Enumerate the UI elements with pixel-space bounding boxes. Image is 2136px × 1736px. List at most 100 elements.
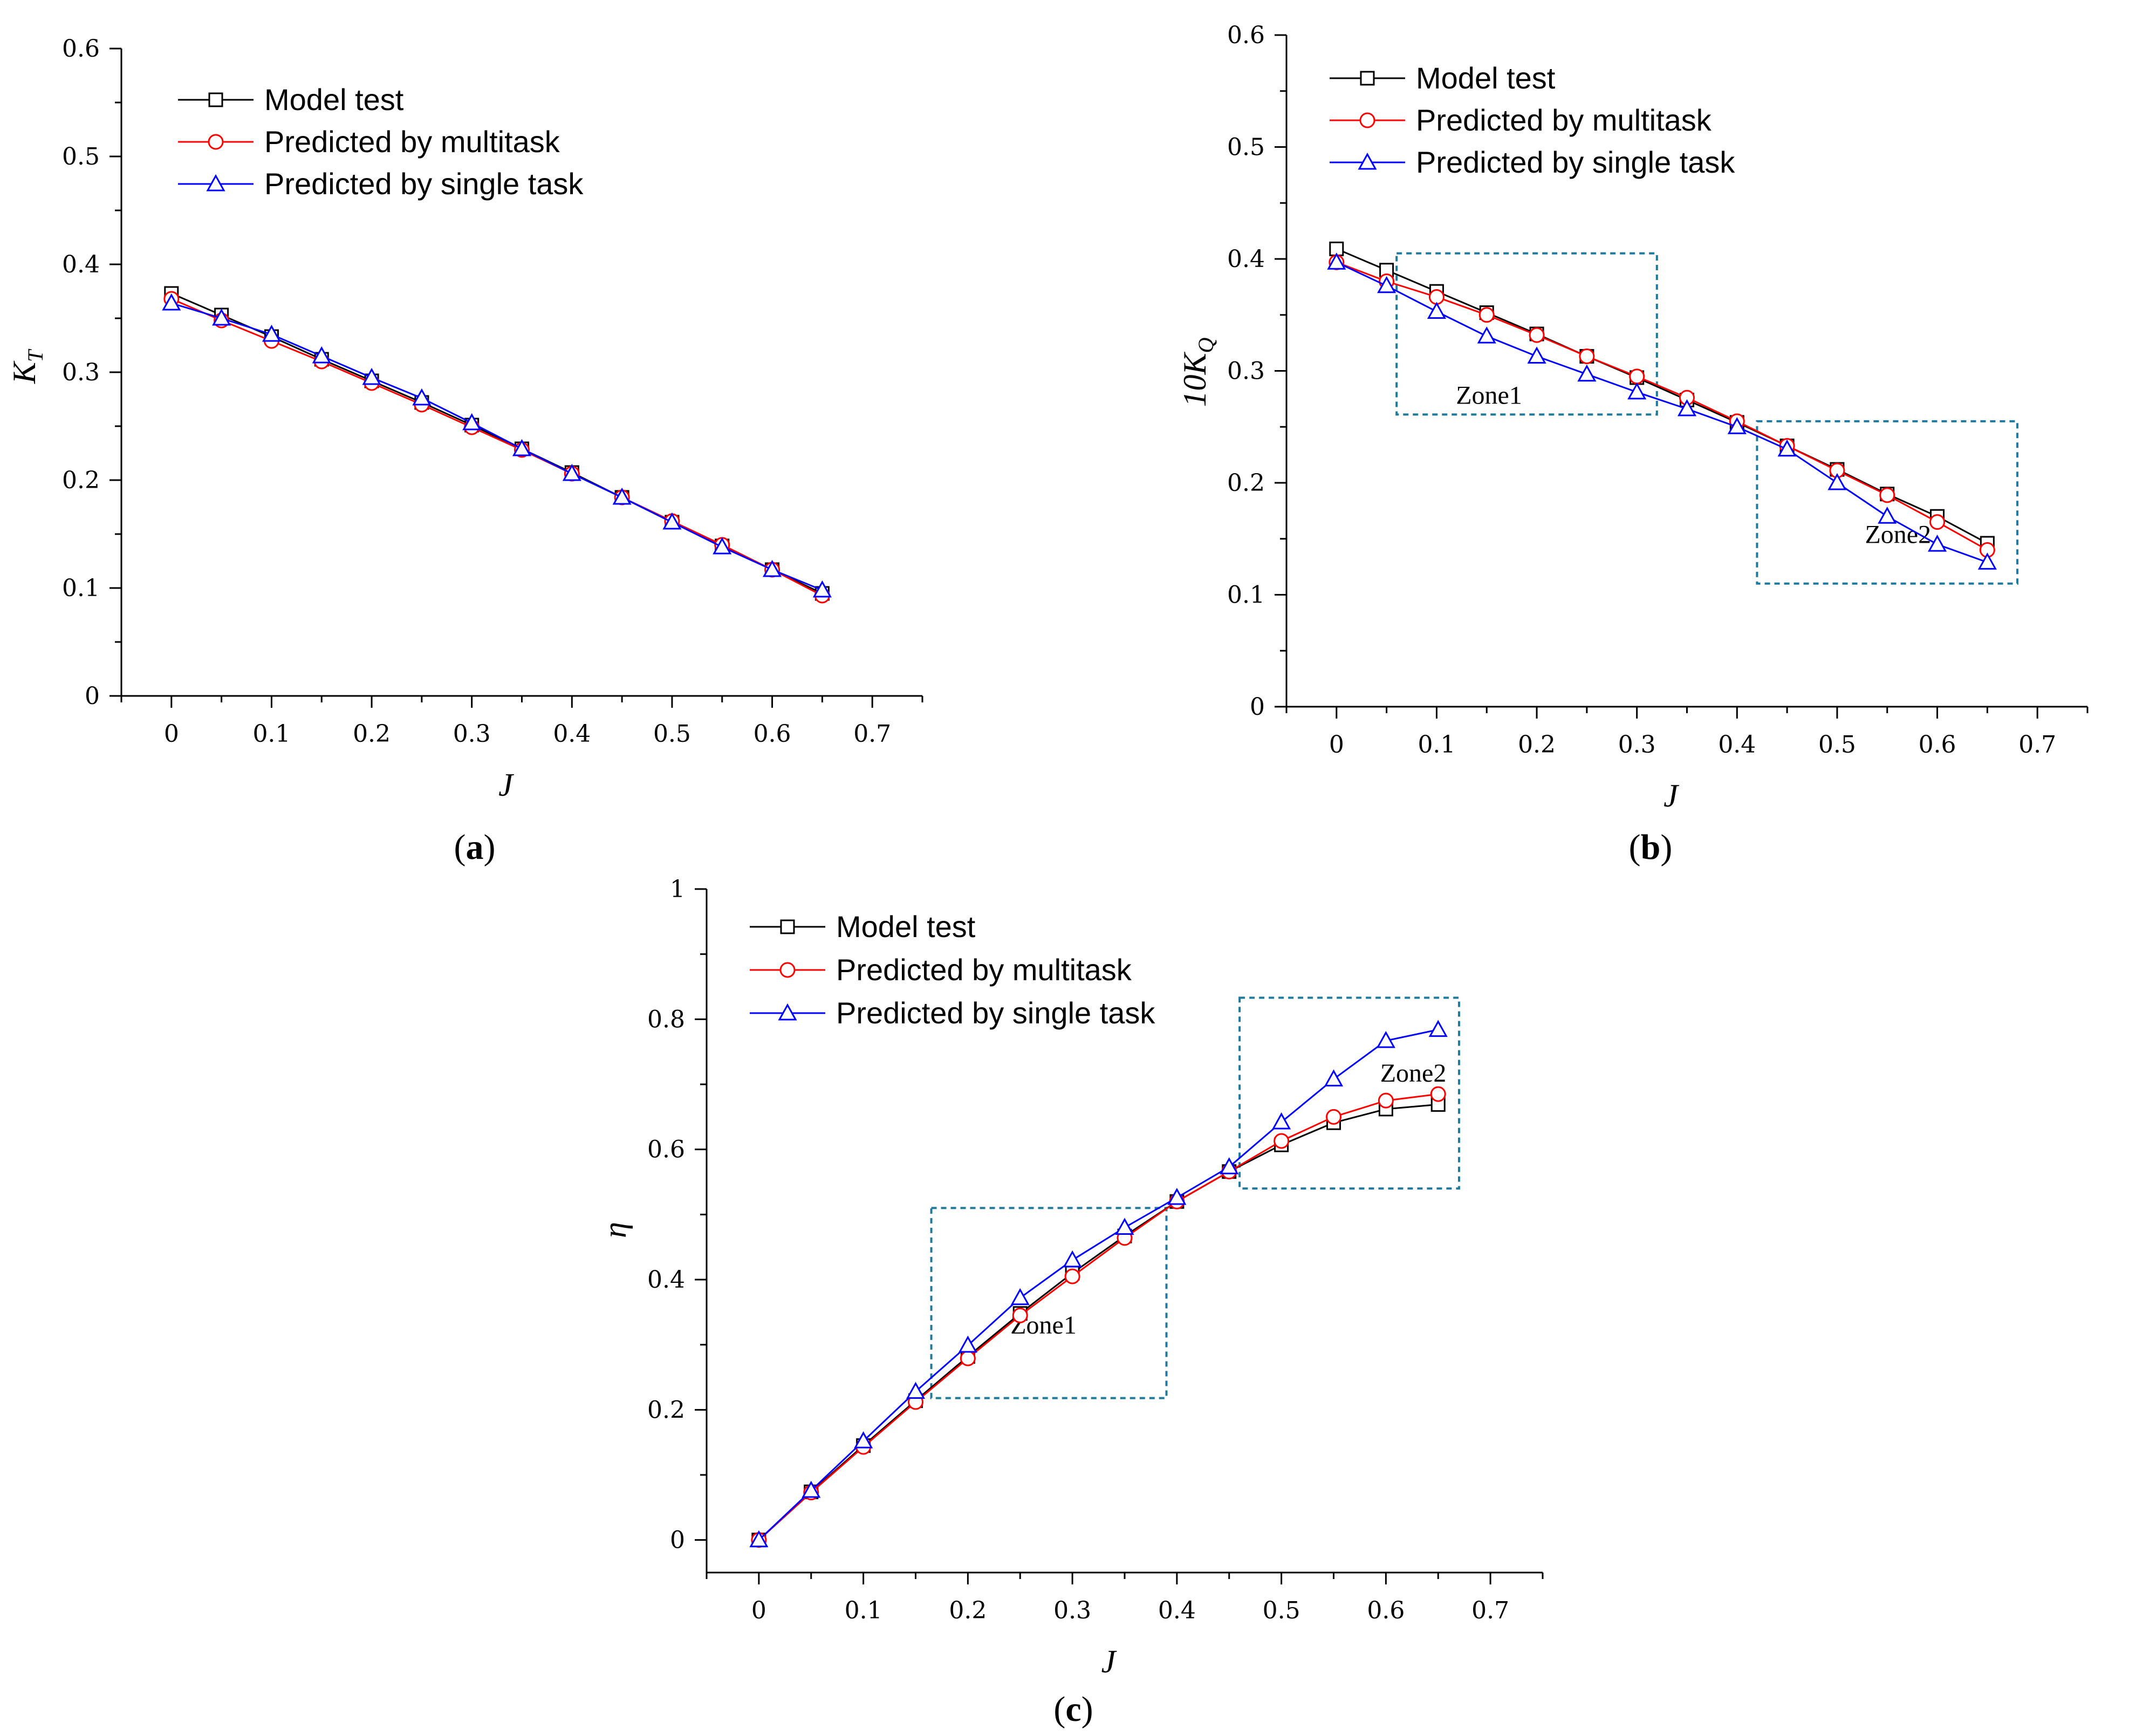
y-axis-label: η bbox=[597, 1222, 633, 1238]
y-tick-label: 0 bbox=[1250, 693, 1265, 721]
y-tick-label: 0.5 bbox=[1227, 134, 1265, 161]
legend-label: Predicted by single task bbox=[836, 996, 1155, 1030]
data-point bbox=[1727, 417, 1747, 434]
legend-marker bbox=[206, 174, 225, 192]
data-point bbox=[1577, 364, 1597, 382]
legend-marker bbox=[208, 134, 224, 150]
data-point bbox=[512, 439, 532, 456]
data-point bbox=[1677, 399, 1697, 416]
zone-box bbox=[930, 1207, 1168, 1399]
y-tick-label: 0.8 bbox=[647, 1006, 685, 1033]
data-point bbox=[854, 1431, 873, 1448]
data-point bbox=[462, 413, 482, 430]
zone-box bbox=[1395, 252, 1658, 416]
panel-b-chart: 0 0.1 0.2 0.3 0.4 0.5 0.6 0 0.1 0.2 0.3 0.4 0.5 0.6 0.… bbox=[1177, 22, 2089, 867]
data-point bbox=[1629, 368, 1645, 385]
data-point bbox=[1478, 307, 1495, 323]
series-line bbox=[171, 298, 823, 597]
x-tick-label: 0.3 bbox=[453, 720, 491, 748]
x-tick-label: 0.3 bbox=[1618, 731, 1656, 758]
data-point bbox=[960, 1350, 976, 1366]
data-point bbox=[562, 463, 581, 481]
x-tick-label: 0.5 bbox=[1263, 1597, 1300, 1624]
data-point bbox=[1977, 552, 1997, 570]
data-point bbox=[1477, 326, 1496, 344]
legend-marker bbox=[208, 92, 223, 107]
series-circle bbox=[751, 1086, 1446, 1548]
data-point bbox=[1428, 1020, 1448, 1037]
y-tick-label: 0.4 bbox=[62, 251, 100, 278]
x-tick-label: 0.4 bbox=[1158, 1597, 1196, 1624]
legend-label: Predicted by single task bbox=[1416, 145, 1735, 179]
data-point bbox=[662, 512, 682, 530]
data-point bbox=[362, 367, 381, 385]
series-line bbox=[171, 302, 823, 591]
data-point bbox=[1529, 327, 1545, 343]
legend-label: Model test bbox=[836, 910, 976, 944]
data-point bbox=[1272, 1112, 1291, 1130]
legend-marker bbox=[1359, 112, 1375, 128]
y-tick-label: 0.6 bbox=[62, 35, 100, 63]
data-point bbox=[1928, 535, 1947, 552]
data-point bbox=[906, 1382, 926, 1399]
zone-label: Zone2 bbox=[1380, 1059, 1447, 1088]
legend-marker bbox=[778, 1003, 797, 1021]
x-tick-label: 0.7 bbox=[2018, 731, 2056, 758]
y-tick-label: 0.4 bbox=[1227, 245, 1265, 273]
data-point bbox=[212, 308, 231, 326]
legend-marker bbox=[780, 919, 795, 934]
legend-label: Model test bbox=[264, 83, 404, 117]
data-point bbox=[1378, 1092, 1394, 1109]
data-point bbox=[1012, 1307, 1028, 1323]
y-tick-label: 0.3 bbox=[62, 359, 100, 386]
x-tick-label: 0.3 bbox=[1053, 1597, 1091, 1624]
x-tick-label: 0.6 bbox=[754, 720, 791, 748]
x-tick-label: 0.1 bbox=[252, 720, 290, 748]
data-point bbox=[1326, 1109, 1341, 1125]
data-point bbox=[162, 293, 181, 311]
panel-caption: (a) bbox=[454, 828, 496, 867]
data-point bbox=[1827, 473, 1847, 490]
y-tick-label: 0.6 bbox=[647, 1136, 685, 1164]
data-point bbox=[1324, 1069, 1344, 1086]
legend-label: Model test bbox=[1416, 61, 1556, 95]
data-point bbox=[812, 580, 832, 598]
x-tick-label: 0.2 bbox=[353, 720, 391, 748]
x-tick-label: 0 bbox=[751, 1597, 766, 1624]
data-point bbox=[1627, 382, 1647, 400]
series-line bbox=[1336, 261, 1988, 551]
x-axis-label: J bbox=[498, 767, 514, 803]
data-point bbox=[802, 1480, 821, 1498]
caption-close: ) bbox=[1660, 828, 1672, 867]
data-point bbox=[1274, 1133, 1290, 1149]
data-point bbox=[1929, 514, 1946, 530]
data-point bbox=[1879, 487, 1895, 503]
y-tick-label: 0.2 bbox=[1227, 469, 1265, 497]
y-tick-label: 0.2 bbox=[647, 1396, 685, 1424]
x-tick-label: 0.7 bbox=[1471, 1597, 1509, 1624]
caption-open: ( bbox=[1629, 828, 1641, 867]
legend-label: Predicted by multitask bbox=[1416, 103, 1712, 137]
y-tick-label: 0.5 bbox=[62, 143, 100, 170]
caption-letter: a bbox=[466, 828, 484, 867]
x-tick-label: 0.4 bbox=[1718, 731, 1756, 758]
x-tick-label: 0.7 bbox=[853, 720, 891, 748]
y-tick-label: 1 bbox=[670, 876, 685, 903]
series-line bbox=[1336, 261, 1988, 563]
data-point bbox=[713, 537, 732, 555]
x-tick-label: 0.1 bbox=[845, 1597, 882, 1624]
data-point bbox=[262, 324, 281, 342]
y-tick-label: 0.1 bbox=[62, 575, 100, 602]
x-tick-label: 0.5 bbox=[653, 720, 691, 748]
data-point bbox=[1430, 1086, 1446, 1102]
y-tick-label: 0.1 bbox=[1227, 582, 1265, 609]
data-point bbox=[1064, 1268, 1080, 1284]
series-triangle bbox=[162, 293, 832, 598]
panel-caption: (b) bbox=[1629, 828, 1673, 867]
caption-letter: c bbox=[1065, 1690, 1081, 1729]
series-triangle bbox=[749, 1020, 1448, 1548]
y-tick-label: 0.4 bbox=[647, 1266, 685, 1294]
legend-marker bbox=[779, 962, 796, 978]
data-point bbox=[412, 388, 432, 406]
